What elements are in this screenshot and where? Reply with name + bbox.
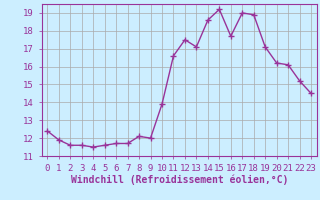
X-axis label: Windchill (Refroidissement éolien,°C): Windchill (Refroidissement éolien,°C) — [70, 174, 288, 185]
